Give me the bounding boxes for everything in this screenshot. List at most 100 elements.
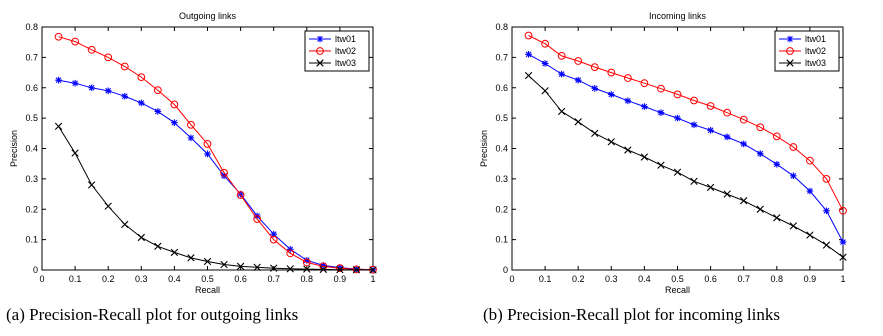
legend-label-ltw02: ltw02: [335, 46, 356, 56]
data-point-ltw02: [657, 84, 665, 93]
data-point-ltw02: [253, 215, 262, 223]
y-tick-label: 0.7: [25, 52, 38, 62]
x-tick-label: 0.9: [334, 274, 347, 284]
data-point-ltw02: [153, 86, 162, 95]
data-point-ltw03: [87, 181, 96, 189]
x-axis-label: Recall: [195, 285, 220, 295]
data-point-ltw03: [640, 153, 649, 161]
data-point-ltw03: [773, 214, 781, 222]
y-tick-label: 0.4: [495, 144, 508, 154]
data-point-ltw03: [574, 118, 582, 126]
data-point-ltw01: [740, 140, 747, 148]
data-point-ltw03: [336, 266, 344, 274]
chart-panel-2: 0 0.1 0.2 0.3 0.4 0.5 0.6 0.7 0.8 0.9 1 0 0.1 0.2 0.3 0…: [479, 11, 847, 295]
data-point-ltw03: [104, 202, 112, 210]
data-point-ltw01: [270, 230, 277, 238]
y-tick-label: 0.5: [495, 113, 508, 123]
data-point-ltw03: [524, 71, 533, 80]
data-point-ltw01: [839, 238, 847, 246]
chart-panel-1: 0 0.1 0.2 0.3 0.4 0.5 0.6 0.7 0.8 0.9 1 0 0.1 0.2 0.3 0…: [9, 11, 377, 295]
data-point-ltw01: [55, 76, 62, 84]
data-point-ltw01: [541, 60, 549, 67]
data-point-ltw02: [236, 191, 245, 199]
y-tick-label: 0.3: [495, 174, 508, 184]
legend-marker-ltw03: [316, 59, 324, 67]
data-point-ltw02: [640, 79, 649, 88]
x-tick-label: 0.2: [102, 274, 115, 284]
data-point-ltw03: [71, 149, 79, 157]
data-point-ltw02: [806, 156, 814, 165]
x-tick-label: 0.5: [201, 274, 214, 284]
data-point-ltw02: [269, 235, 278, 244]
y-tick-label: 0: [33, 265, 38, 275]
y-tick-label: 0.2: [495, 204, 508, 214]
data-point-ltw03: [203, 257, 212, 266]
data-point-ltw02: [54, 32, 63, 41]
data-point-ltw01: [154, 108, 162, 115]
x-tick-label: 0.8: [301, 274, 314, 284]
data-point-ltw01: [707, 126, 714, 134]
data-point-ltw03: [806, 231, 814, 239]
data-point-ltw03: [756, 205, 764, 213]
data-point-ltw03: [236, 262, 245, 271]
data-point-ltw02: [104, 53, 113, 62]
x-tick-label: 0: [39, 274, 44, 284]
data-point-ltw03: [541, 87, 549, 95]
x-tick-label: 0: [509, 274, 514, 284]
data-point-ltw02: [286, 249, 295, 258]
series-ltw02: [524, 31, 847, 215]
data-point-ltw02: [120, 62, 129, 71]
data-point-ltw01: [121, 92, 129, 100]
data-point-ltw02: [302, 258, 311, 267]
data-point-ltw03: [723, 190, 731, 198]
series-ltw03: [54, 122, 377, 274]
data-point-ltw01: [303, 256, 311, 264]
data-point-ltw01: [773, 160, 781, 168]
x-tick-label: 0.3: [135, 274, 148, 284]
legend-marker-ltw02: [316, 47, 324, 55]
y-tick-label: 0.1: [25, 235, 38, 245]
data-point-ltw01: [286, 246, 294, 253]
x-tick-label: 1: [370, 274, 375, 284]
data-point-ltw02: [541, 39, 549, 48]
data-point-ltw03: [624, 146, 632, 154]
data-point-ltw02: [723, 108, 732, 117]
data-point-ltw02: [87, 45, 96, 54]
data-point-ltw03: [352, 266, 361, 274]
x-tick-label: 0.1: [69, 274, 82, 284]
legend: ltw01 ltw02 ltw03: [774, 30, 840, 72]
data-point-ltw02: [772, 132, 781, 141]
data-point-ltw03: [822, 241, 831, 249]
data-point-ltw03: [154, 242, 162, 250]
x-tick-label: 0.4: [168, 274, 181, 284]
data-point-ltw01: [237, 190, 244, 198]
data-point-ltw03: [789, 222, 798, 230]
data-point-ltw01: [690, 121, 698, 129]
y-tick-label: 0.6: [25, 83, 38, 93]
y-tick-label: 0: [503, 265, 508, 275]
data-point-ltw01: [187, 134, 195, 142]
legend-marker-ltw01: [786, 35, 794, 43]
x-tick-label: 0.4: [638, 274, 651, 284]
data-point-ltw01: [756, 150, 764, 157]
data-point-ltw01: [723, 133, 731, 141]
data-point-ltw01: [336, 264, 344, 271]
data-point-ltw01: [657, 109, 665, 116]
data-point-ltw01: [71, 79, 79, 87]
x-tick-label: 1: [840, 274, 845, 284]
data-point-ltw03: [220, 260, 228, 269]
data-point-ltw01: [806, 187, 814, 195]
data-point-ltw01: [624, 97, 632, 105]
data-point-ltw03: [607, 138, 615, 146]
x-tick-label: 0.3: [605, 274, 618, 284]
data-point-ltw03: [270, 264, 278, 272]
x-tick-label: 0.9: [804, 274, 817, 284]
data-point-ltw01: [591, 85, 599, 92]
legend-label-ltw03: ltw03: [335, 58, 356, 68]
data-point-ltw01: [823, 207, 830, 215]
x-tick-label: 0.7: [267, 274, 280, 284]
data-point-ltw03: [286, 265, 294, 273]
data-point-ltw02: [673, 90, 682, 99]
data-point-ltw03: [706, 183, 715, 192]
